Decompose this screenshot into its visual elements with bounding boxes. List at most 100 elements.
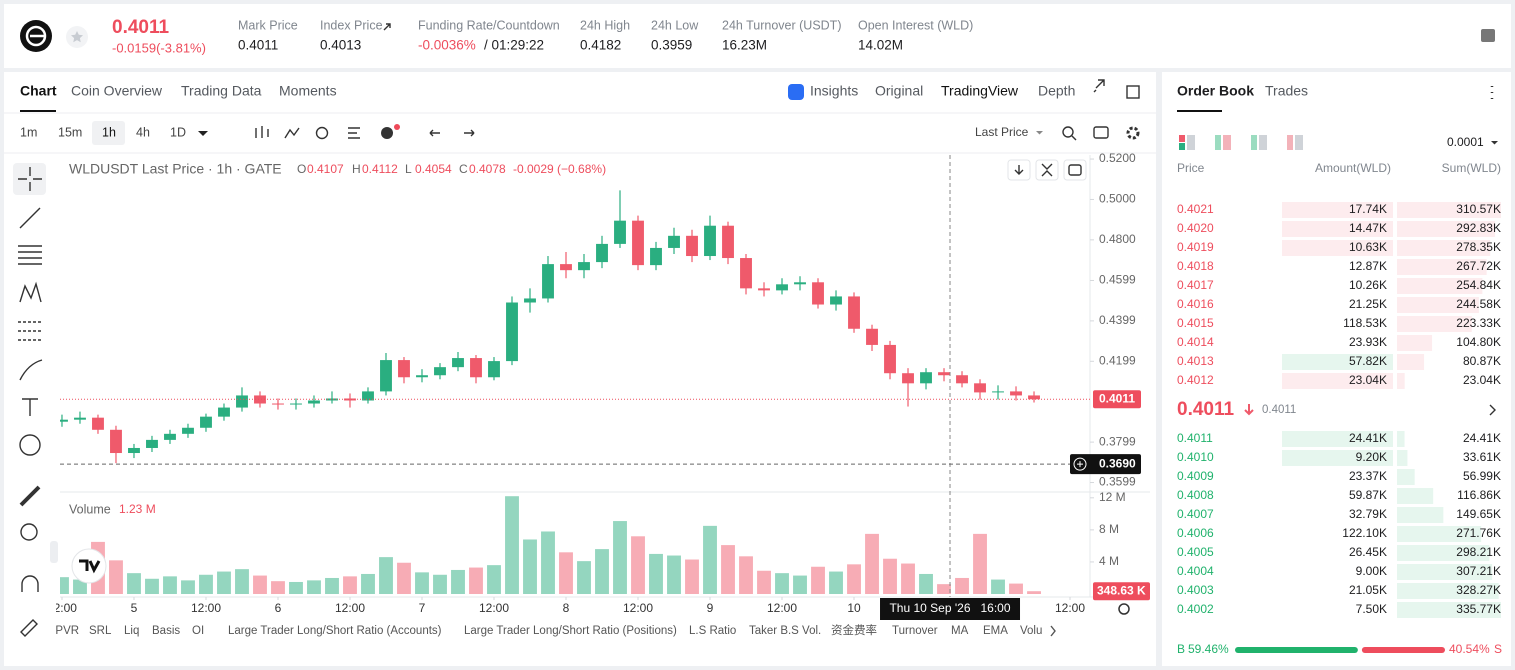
indicator[interactable]: EMA [983, 625, 1008, 637]
replay-icon[interactable] [315, 126, 329, 140]
indicator[interactable]: L.S Ratio [689, 625, 736, 637]
order-price[interactable]: 0.4012 [1177, 373, 1214, 387]
book-mode-icon[interactable] [1179, 135, 1185, 142]
tab[interactable]: Coin Overview [71, 83, 163, 99]
indicator[interactable]: Turnover [892, 625, 938, 637]
order-price[interactable]: 0.4010 [1177, 450, 1214, 464]
pencil-tool[interactable] [20, 619, 38, 637]
order-price[interactable]: 0.4002 [1177, 602, 1214, 616]
settings-icon[interactable] [1126, 126, 1140, 140]
book-mode-icon[interactable] [1251, 135, 1257, 150]
indicator[interactable]: Taker B.S Vol. [749, 625, 821, 637]
indicator[interactable]: MA [951, 625, 969, 637]
template-icon[interactable] [348, 127, 360, 139]
interval[interactable]: 1D [170, 125, 186, 139]
indicator[interactable]: Large Trader Long/Short Ratio (Accounts) [228, 625, 442, 637]
order-price[interactable]: 0.4021 [1177, 202, 1214, 216]
interval[interactable]: 15m [58, 125, 82, 139]
indicator[interactable]: Large Trader Long/Short Ratio (Positions… [464, 625, 677, 637]
indicator-icon[interactable] [284, 127, 300, 139]
indicator[interactable]: LPVR [49, 625, 79, 637]
fib-tool[interactable] [18, 245, 42, 265]
settings-icon[interactable] [1118, 603, 1130, 615]
order-price[interactable]: 0.4003 [1177, 583, 1214, 597]
order-price[interactable]: 0.4008 [1177, 488, 1214, 502]
order-price[interactable]: 0.4019 [1177, 240, 1214, 254]
indicator[interactable]: Volu [1020, 625, 1042, 637]
add-order-icon[interactable] [1073, 457, 1087, 471]
brush-tool[interactable] [19, 359, 43, 381]
zoom-tool[interactable] [20, 523, 38, 541]
reset-button[interactable] [1063, 159, 1087, 181]
magnet-tool[interactable] [21, 575, 39, 592]
candle-type-icon[interactable] [255, 126, 269, 138]
view-tab[interactable]: Insights [810, 83, 858, 99]
order-price[interactable]: 0.4006 [1177, 526, 1214, 540]
indicator[interactable]: Liq [124, 625, 139, 637]
emoji-tool[interactable] [19, 434, 41, 456]
interval[interactable]: 1m [20, 125, 37, 139]
book-mode-icon[interactable] [1215, 135, 1221, 150]
view-tab[interactable]: TradingView [941, 83, 1019, 99]
view-tab[interactable]: Depth [1038, 83, 1075, 99]
camera-icon[interactable] [1093, 126, 1109, 139]
candle-body [416, 375, 428, 378]
notes-icon[interactable] [1481, 29, 1495, 42]
pattern-tool[interactable] [19, 281, 42, 303]
tab[interactable]: Order Book [1177, 83, 1254, 99]
dropdown-arrow[interactable] [198, 131, 208, 136]
order-price[interactable]: 0.4017 [1177, 278, 1214, 292]
projection-tool[interactable] [18, 321, 42, 341]
indicator[interactable]: SRL [89, 625, 112, 637]
precision[interactable]: 0.0001 [1447, 135, 1484, 149]
order-price[interactable]: 0.4005 [1177, 545, 1214, 559]
interval[interactable]: 4h [136, 125, 150, 139]
expand-icon[interactable] [1093, 79, 1105, 93]
tab[interactable]: Trading Data [181, 83, 262, 99]
chart-title: WLDUSDT Last Price · 1h · GATE [69, 161, 282, 177]
ruler-tool[interactable] [19, 485, 41, 507]
undo-icon[interactable] [429, 129, 440, 137]
order-price[interactable]: 0.4020 [1177, 221, 1214, 235]
y-tick-label: 0.4399 [1099, 313, 1136, 327]
window-icon[interactable] [1126, 85, 1140, 99]
text-tool[interactable] [22, 398, 38, 416]
crosshair-tool[interactable] [18, 167, 42, 191]
add-icon[interactable] [381, 127, 393, 139]
dropdown-arrow[interactable] [1036, 131, 1043, 135]
redo-icon[interactable] [464, 129, 475, 137]
order-price[interactable]: 0.4013 [1177, 354, 1214, 368]
chevron[interactable] [1489, 404, 1496, 416]
order-price[interactable]: 0.4009 [1177, 469, 1214, 483]
order-price[interactable]: 0.4014 [1177, 335, 1214, 349]
volume-bar [685, 559, 699, 594]
order-price[interactable]: 0.4015 [1177, 316, 1214, 330]
trendline-tool[interactable] [19, 207, 41, 229]
indicator[interactable]: 资金费率 [831, 623, 877, 637]
tab[interactable]: Trades [1265, 83, 1308, 99]
book-mode-icon[interactable] [1287, 135, 1293, 150]
chevron[interactable] [1050, 625, 1056, 637]
view-tab[interactable]: Original [875, 83, 923, 99]
fit-button[interactable] [1035, 159, 1059, 181]
price-type[interactable]: Last Price [975, 125, 1029, 139]
volume-title: Volume [69, 502, 111, 516]
tab[interactable]: Moments [279, 83, 337, 99]
dropdown-arrow[interactable] [1491, 141, 1498, 145]
stat-value: 14.02M [858, 38, 903, 53]
order-price[interactable]: 0.4007 [1177, 507, 1214, 521]
indicator[interactable]: Basis [152, 625, 180, 637]
candle-body [452, 358, 464, 368]
order-price[interactable]: 0.4016 [1177, 297, 1214, 311]
indicator[interactable]: OI [192, 625, 204, 637]
interval[interactable]: 1h [102, 125, 116, 139]
order-price[interactable]: 0.4011 [1177, 431, 1213, 445]
search-icon[interactable] [1062, 126, 1074, 138]
order-amount: 24.41K [1349, 431, 1387, 445]
order-price[interactable]: 0.4004 [1177, 564, 1214, 578]
tab[interactable]: Chart [20, 83, 57, 99]
candle-body [794, 282, 806, 285]
order-price[interactable]: 0.4018 [1177, 259, 1214, 273]
collapse-button[interactable] [50, 541, 58, 563]
volume-bar [1009, 583, 1023, 594]
